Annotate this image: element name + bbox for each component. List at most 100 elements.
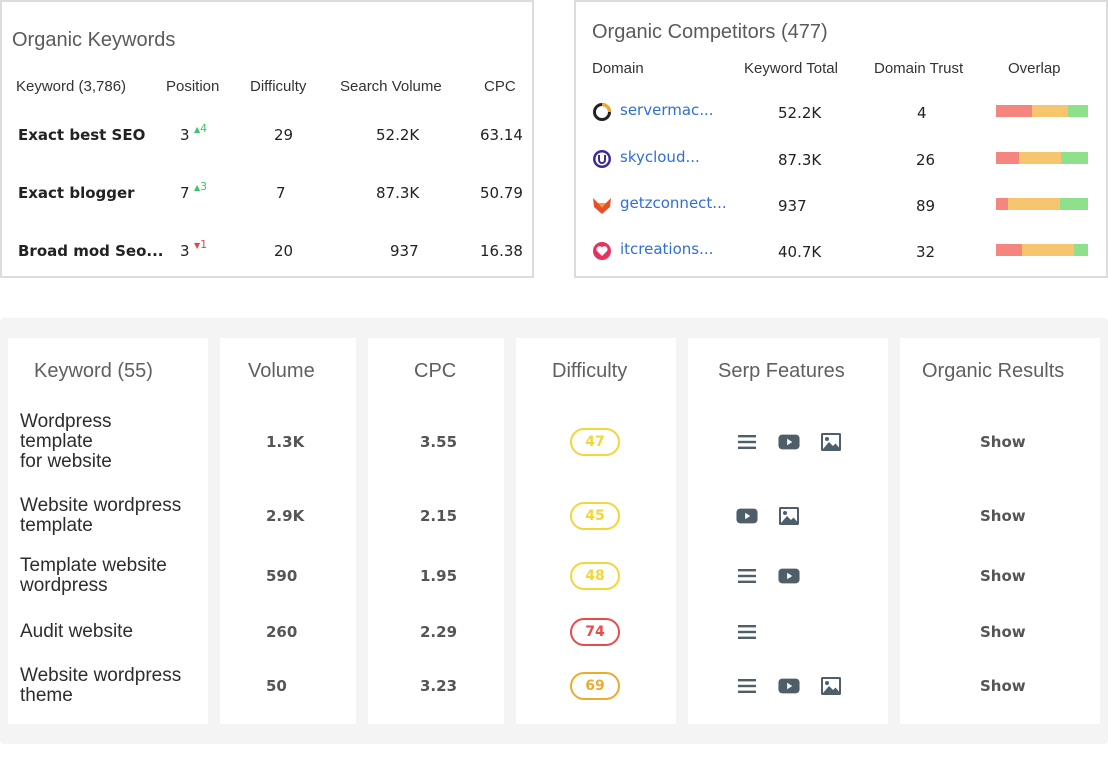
position-cell: 3 bbox=[180, 242, 190, 260]
organic-results-column-header[interactable]: Organic Results bbox=[922, 360, 1065, 382]
serp-features bbox=[736, 620, 778, 644]
trend-up-indicator: ▲3 bbox=[194, 180, 207, 193]
show-button[interactable]: Show bbox=[980, 677, 1026, 695]
difficulty-column-header[interactable]: Difficulty bbox=[552, 360, 628, 382]
difficulty-cell: 29 bbox=[274, 126, 294, 144]
cpc-cell: 3.23 bbox=[420, 677, 458, 695]
keyword-cell[interactable]: Website wordpress template bbox=[20, 496, 181, 536]
position-delta: 1 bbox=[200, 238, 208, 251]
domain-header[interactable]: Domain bbox=[592, 60, 644, 77]
overlap-segment bbox=[1060, 198, 1088, 210]
volume-cell: 50 bbox=[266, 677, 287, 695]
difficulty-badge: 45 bbox=[570, 502, 620, 530]
volume-column-header[interactable]: Volume bbox=[248, 360, 315, 382]
overlap-segment bbox=[1067, 105, 1088, 117]
video-icon bbox=[778, 676, 800, 696]
keyword-line: Wordpress bbox=[20, 411, 112, 432]
keyword-line: theme bbox=[20, 685, 73, 706]
cpc-column-header[interactable]: CPC bbox=[414, 360, 457, 382]
cpc-cell: 3.55 bbox=[420, 433, 458, 451]
show-button[interactable]: Show bbox=[980, 567, 1026, 585]
volume-cell: 1.3K bbox=[266, 433, 305, 451]
serp-features-column: Serp Features bbox=[688, 338, 888, 724]
cpc-cell: 2.15 bbox=[420, 507, 458, 525]
ring-logo-icon bbox=[592, 102, 612, 122]
keyword-line: template bbox=[20, 431, 93, 452]
volume-cell: 260 bbox=[266, 623, 298, 641]
volume-column: Volume bbox=[220, 338, 356, 724]
video-icon bbox=[778, 566, 800, 586]
keyword-total-cell: 87.3K bbox=[778, 151, 822, 169]
arrow-up-icon: ▲ bbox=[194, 183, 201, 192]
keyword-line: template bbox=[20, 515, 93, 536]
overlap-segment bbox=[996, 198, 1008, 210]
position-cell: 7 bbox=[180, 184, 190, 202]
list-icon bbox=[736, 566, 758, 586]
fox-logo-icon bbox=[592, 195, 612, 215]
difficulty-column: Difficulty bbox=[516, 338, 676, 724]
keyword-line: Website wordpress bbox=[20, 495, 182, 516]
cpc-cell: 50.79 bbox=[480, 184, 523, 202]
domain-trust-cell: 4 bbox=[917, 104, 927, 122]
image-icon bbox=[778, 506, 800, 526]
u-circle-logo-icon bbox=[592, 149, 612, 169]
organic-competitors-card: Organic Competitors (477) Domain Keyword… bbox=[574, 0, 1108, 278]
show-button[interactable]: Show bbox=[980, 507, 1026, 525]
keyword-cell[interactable]: Exact best SEO bbox=[18, 126, 146, 144]
keyword-cell[interactable]: Wordpress template for website bbox=[20, 412, 112, 472]
domain-link[interactable]: getzconnect... bbox=[620, 194, 727, 212]
overlap-segment bbox=[1007, 198, 1061, 210]
keyword-total-cell: 937 bbox=[778, 197, 807, 215]
keyword-cell[interactable]: Template website wordpress bbox=[20, 556, 167, 596]
position-cell: 3 bbox=[180, 126, 190, 144]
domain-link[interactable]: skycloud... bbox=[620, 148, 700, 166]
keyword-line: Website wordpress bbox=[20, 665, 182, 686]
keyword-line: Template website bbox=[20, 555, 167, 576]
cpc-cell: 1.95 bbox=[420, 567, 458, 585]
video-icon bbox=[736, 506, 758, 526]
list-icon bbox=[736, 432, 758, 452]
trend-up-indicator: ▲4 bbox=[194, 122, 207, 135]
keyword-cell[interactable]: Broad mod Seo... bbox=[18, 242, 164, 260]
domain-trust-cell: 32 bbox=[916, 243, 936, 261]
video-icon bbox=[778, 432, 800, 452]
overlap-segment bbox=[1021, 244, 1075, 256]
keyword-header[interactable]: Keyword (3,786) bbox=[16, 78, 127, 95]
show-button[interactable]: Show bbox=[980, 623, 1026, 641]
difficulty-header[interactable]: Difficulty bbox=[250, 78, 307, 95]
overlap-segment bbox=[996, 244, 1022, 256]
keyword-total-cell: 40.7K bbox=[778, 243, 822, 261]
cpc-cell: 2.29 bbox=[420, 623, 458, 641]
serp-features bbox=[736, 564, 820, 588]
keyword-table: Keyword (55) Volume CPC Difficulty Serp … bbox=[0, 318, 1108, 744]
domain-link[interactable]: servermac... bbox=[620, 101, 714, 119]
organic-competitors-title: Organic Competitors (477) bbox=[592, 21, 828, 43]
keyword-cell[interactable]: Website wordpress theme bbox=[20, 666, 181, 706]
overlap-bar bbox=[996, 198, 1088, 210]
arrow-up-icon: ▲ bbox=[194, 125, 201, 134]
domain-trust-cell: 89 bbox=[916, 197, 936, 215]
domain-link[interactable]: itcreations... bbox=[620, 240, 714, 258]
overlap-header[interactable]: Overlap bbox=[1008, 60, 1061, 77]
search-volume-header[interactable]: Search Volume bbox=[340, 78, 442, 95]
overlap-bar bbox=[996, 244, 1088, 256]
keyword-column: Keyword (55) bbox=[8, 338, 208, 724]
serp-features bbox=[736, 430, 862, 454]
keyword-column-header[interactable]: Keyword (55) bbox=[34, 360, 153, 382]
cpc-cell: 63.14 bbox=[480, 126, 523, 144]
keyword-cell[interactable]: Audit website bbox=[20, 622, 133, 642]
arrow-down-icon: ▼ bbox=[194, 241, 201, 250]
overlap-segment bbox=[1061, 152, 1088, 164]
search-volume-cell: 87.3K bbox=[376, 184, 420, 202]
position-header[interactable]: Position bbox=[166, 78, 220, 95]
keyword-cell[interactable]: Exact blogger bbox=[18, 184, 135, 202]
difficulty-badge: 69 bbox=[570, 672, 620, 700]
position-delta: 4 bbox=[200, 122, 208, 135]
overlap-segment bbox=[996, 105, 1032, 117]
domain-trust-header[interactable]: Domain Trust bbox=[874, 60, 964, 77]
keyword-total-header[interactable]: Keyword Total bbox=[744, 60, 838, 77]
serp-features-column-header[interactable]: Serp Features bbox=[718, 360, 845, 382]
show-button[interactable]: Show bbox=[980, 433, 1026, 451]
heart-logo-icon bbox=[592, 241, 612, 261]
cpc-header[interactable]: CPC bbox=[484, 78, 516, 95]
